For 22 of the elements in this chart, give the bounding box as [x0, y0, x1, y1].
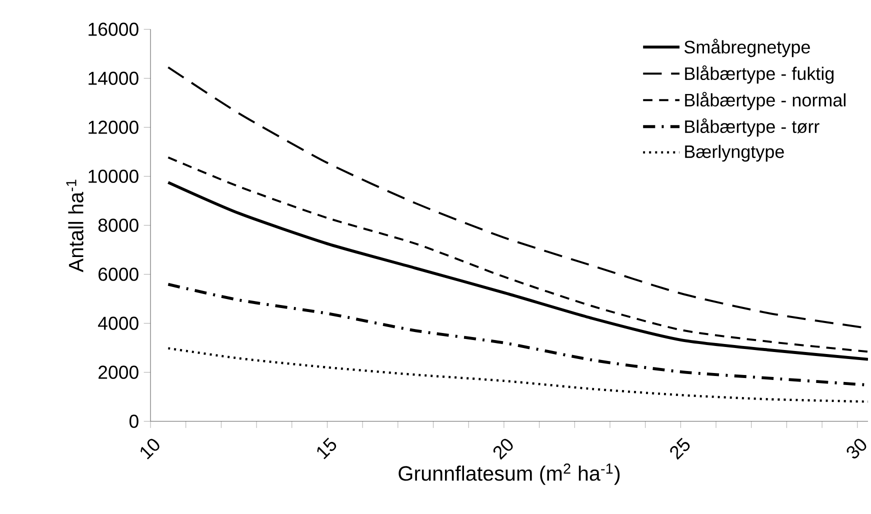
y-tick-label: 6000	[98, 268, 138, 281]
legend-label: Blåbærtype - tørr	[685, 118, 820, 137]
legend-label: Småbregnetype	[684, 38, 810, 58]
x-tick-label: 15	[317, 438, 336, 460]
line-series	[166, 180, 868, 361]
x-tick-label: 30	[846, 438, 866, 458]
y-tick-label: 12000	[88, 120, 138, 134]
y-axis-title: Antall ha$^{-1}$	[66, 180, 84, 272]
legend-label: Blåbærtype - normal	[685, 92, 846, 110]
y-tick-label: 8000	[98, 218, 138, 232]
x-axis-title: Grunnflatesum (m$^{2}$ ha$^{-1}$)	[398, 464, 620, 485]
legend-label: Blåbærtype - fuktig	[685, 65, 834, 84]
x-tick-label: 25	[670, 438, 690, 460]
y-tick-label: 2000	[98, 366, 138, 379]
legend-label: Bærlyngtype	[685, 144, 784, 162]
x-tick-label: 10	[140, 438, 160, 460]
x-tick-label: 20	[493, 438, 513, 460]
y-tick-label: 4000	[98, 316, 138, 330]
y-tick-label: 16000	[88, 22, 138, 36]
y-tick-label: 10000	[88, 170, 138, 183]
y-tick-label: 14000	[88, 72, 138, 85]
y-tick-label: 0	[129, 414, 138, 428]
